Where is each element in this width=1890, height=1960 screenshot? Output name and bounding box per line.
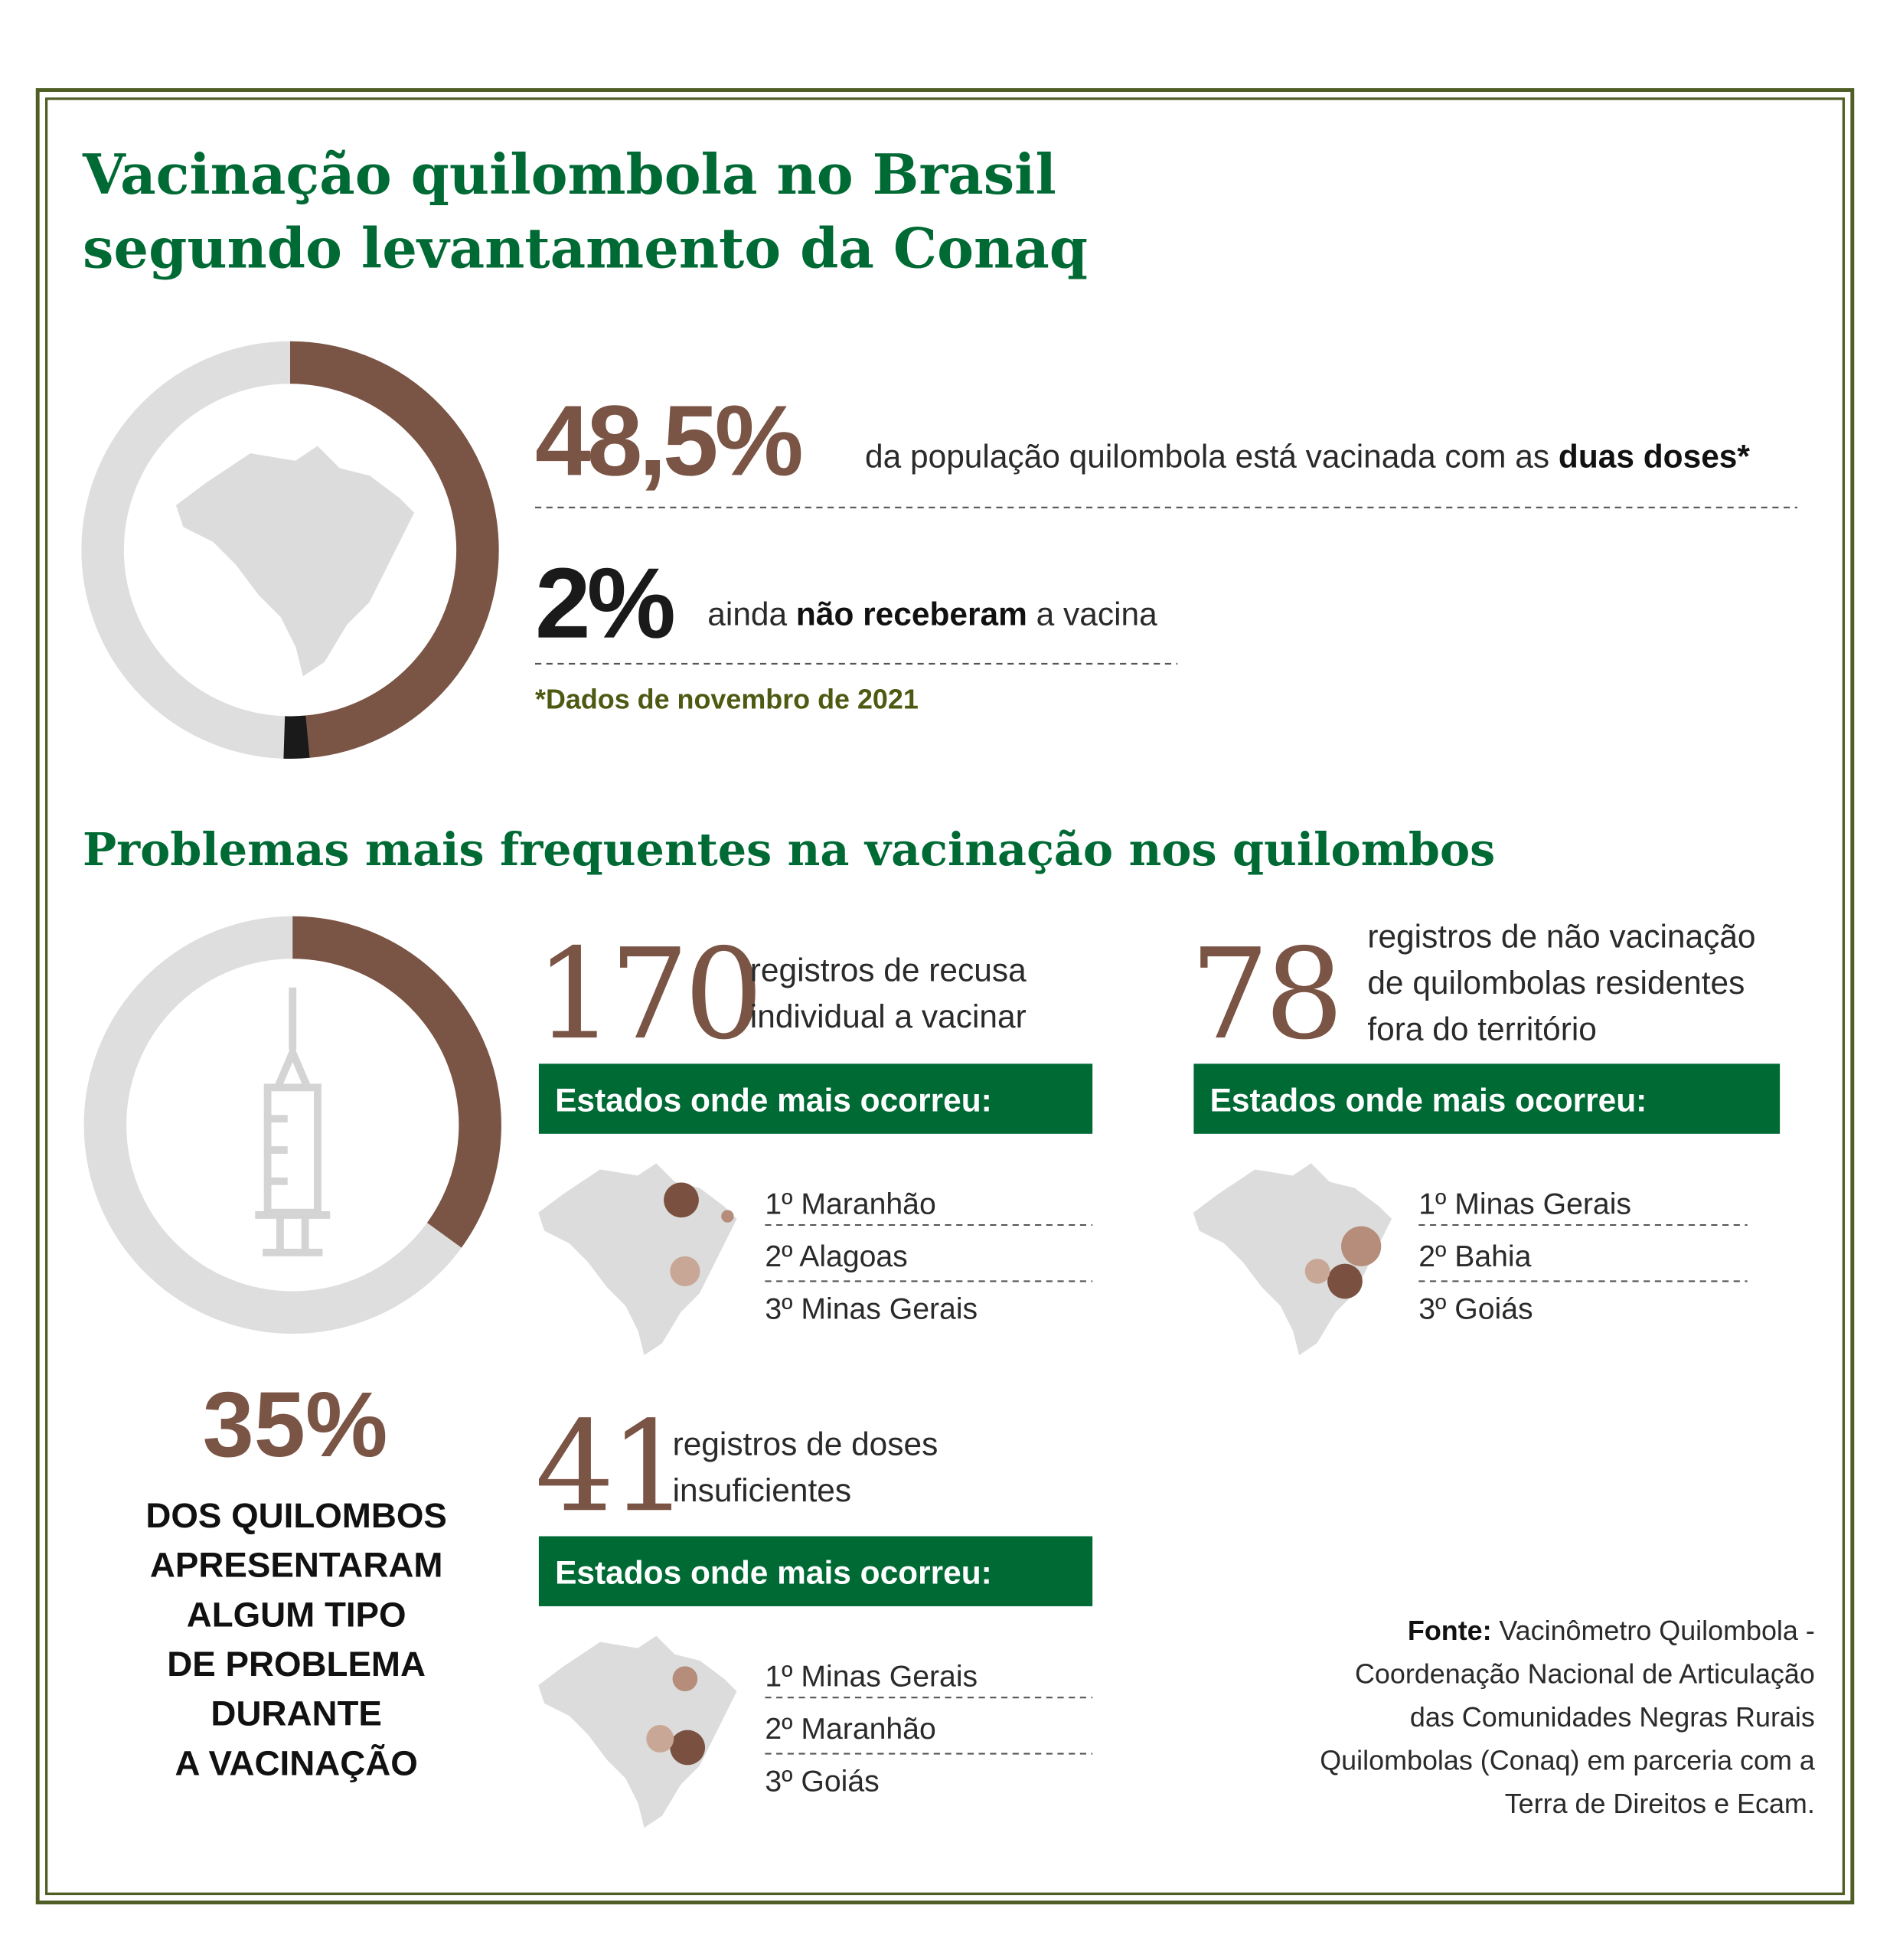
source-text: Quilombolas (Conaq) em parceria com a [1320, 1745, 1815, 1776]
state-label: 3º Minas Gerais [765, 1292, 978, 1325]
count-text: de quilombolas residentes [1367, 965, 1745, 1001]
stat-text: ainda não receberam a vacina [707, 596, 1157, 632]
title-line: Vacinação quilombola no Brasil [82, 142, 1056, 207]
stat-text: da população quilombola está vacinada co… [865, 439, 1750, 475]
count-text: insuficientes [673, 1472, 852, 1508]
state-highlight [721, 1210, 734, 1223]
state-highlight [664, 1182, 699, 1218]
count-number: 170 [535, 921, 759, 1067]
count-text: registros de não vacinação [1367, 919, 1755, 955]
state-label: 2º Bahia [1418, 1240, 1531, 1273]
state-label: 3º Goiás [1418, 1292, 1533, 1325]
state-label: 2º Maranhão [765, 1713, 935, 1746]
text-part: ainda [707, 596, 796, 632]
source-line: Vacinômetro Quilombola - [1499, 1615, 1814, 1646]
syringe-icon [255, 987, 331, 1256]
heading-box [1193, 1063, 1781, 1134]
share-number: 35% [203, 1373, 388, 1476]
text-part: duas doses* [1559, 439, 1750, 475]
count-text: individual a vacinar [750, 998, 1027, 1034]
heading-box [538, 1536, 1093, 1606]
state-highlight [1327, 1263, 1363, 1299]
stat-number: 2% [535, 547, 674, 659]
heading-text: Estados onde mais ocorreu: [555, 1082, 992, 1118]
source-label: Fonte: [1408, 1615, 1492, 1646]
state-label: 1º Maranhão [765, 1187, 935, 1220]
section-title: Problemas mais frequentes na vacinação n… [83, 823, 1495, 876]
share-text: APRESENTARAM [150, 1546, 443, 1585]
map-shape [174, 443, 416, 679]
footnote: *Dados de novembro de 2021 [535, 684, 919, 715]
stat-number: 48,5% [535, 384, 801, 496]
text-part: não receberam [796, 596, 1027, 632]
source-text: das Comunidades Negras Rurais [1410, 1701, 1815, 1733]
source-text: Fonte: Vacinômetro Quilombola - [1408, 1615, 1815, 1646]
state-highlight [1341, 1226, 1382, 1266]
share-text: DE PROBLEMA [167, 1645, 426, 1684]
brazil-map [174, 443, 416, 679]
state-highlight [670, 1256, 700, 1286]
count-text: registros de doses [673, 1426, 938, 1462]
state-label: 1º Minas Gerais [1418, 1187, 1631, 1220]
heading-text: Estados onde mais ocorreu: [1210, 1082, 1647, 1118]
donut-segment [289, 341, 499, 758]
source-text: Coordenação Nacional de Articulação [1355, 1658, 1815, 1690]
map-shape [1191, 1161, 1393, 1357]
count-text: registros de recusa [750, 952, 1027, 988]
outer-border [35, 88, 1855, 1905]
title-line: segundo levantamento da Conaq [83, 216, 1088, 280]
brazil-map [1191, 1161, 1393, 1357]
share-text: DOS QUILOMBOS [145, 1496, 447, 1535]
share-text: ALGUM TIPO [187, 1595, 406, 1634]
count-number: 41 [535, 1393, 684, 1540]
brazil-map [537, 1634, 739, 1830]
text-part: da população quilombola está vacinada co… [865, 439, 1559, 475]
state-highlight [672, 1666, 698, 1691]
share-text: A VACINAÇÃO [175, 1743, 417, 1782]
state-highlight [670, 1730, 706, 1766]
count-text: fora do território [1367, 1011, 1597, 1047]
text-part: a vacina [1027, 596, 1157, 632]
count-number: 78 [1190, 921, 1339, 1067]
donut-segment [292, 916, 501, 1248]
state-highlight [646, 1725, 674, 1753]
share-text: DURANTE [211, 1694, 381, 1733]
state-label: 2º Alagoas [765, 1240, 907, 1273]
state-label: 3º Goiás [765, 1766, 879, 1798]
inner-border [44, 97, 1846, 1896]
heading-box [538, 1063, 1093, 1134]
state-highlight [1304, 1259, 1330, 1284]
state-label: 1º Minas Gerais [765, 1660, 978, 1693]
source-text: Terra de Direitos e Ecam. [1505, 1788, 1815, 1819]
brazil-map [537, 1161, 739, 1357]
heading-text: Estados onde mais ocorreu: [555, 1555, 992, 1591]
